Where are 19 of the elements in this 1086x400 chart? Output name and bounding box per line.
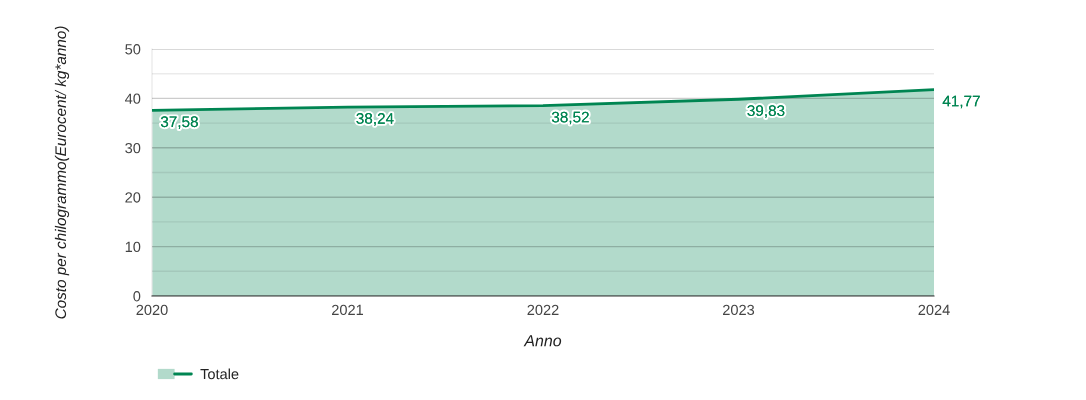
data-label: 38,24 [356,113,394,126]
y-tick-label: 10 [125,241,141,253]
y-tick-label: 30 [125,142,141,154]
x-tick-label: 2023 [723,304,755,316]
y-tick-label: 20 [125,192,141,203]
x-tick-label: 2021 [332,304,364,316]
legend-label: Totale [200,368,239,380]
x-tick-label: 2022 [527,304,559,316]
y-axis-title: Costo per chilogrammo(Eurocent/ kg*anno) [54,26,70,319]
x-tick-label: 2024 [918,304,950,316]
x-axis-title: Anno [523,335,562,347]
y-tick-label: 50 [125,44,141,55]
data-label: 37,58 [160,116,198,129]
data-label: 41,77 [942,95,980,109]
x-tick-label: 2020 [136,304,168,316]
data-label: 38,52 [551,111,589,125]
y-tick-label: 0 [133,291,141,302]
y-tick-label: 40 [125,93,141,104]
data-label: 39,83 [747,105,785,118]
